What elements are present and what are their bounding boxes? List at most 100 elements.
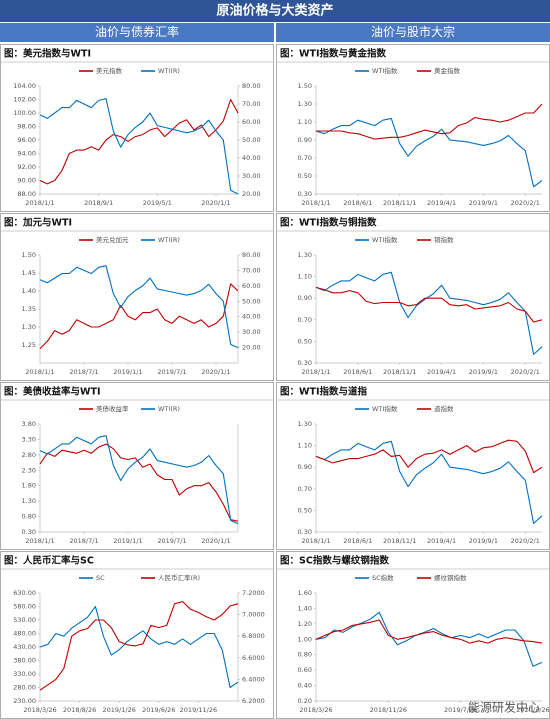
legend-label: 人民币汇率(R) (158, 573, 200, 582)
y-tick-label: 0.90 (298, 463, 312, 471)
y-tick-label: 102.00 (13, 96, 36, 104)
series-line (315, 619, 543, 644)
x-tick-label: 2018/7/1 (69, 537, 98, 545)
y2-tick-label: 80.00 (242, 251, 261, 259)
x-tick-label: 2018/8/26 (63, 706, 96, 714)
y-tick-label: 1.30 (298, 100, 312, 108)
y-tick-label: 0.70 (298, 485, 312, 493)
chart-title: 图：美元指数与WTI (4, 48, 91, 60)
x-tick-label: 2018/6/1 (343, 537, 372, 545)
y-tick-label: 1.10 (298, 273, 312, 281)
x-tick-label: 2018/1/1 (25, 368, 54, 376)
legend-label: WTI指数 (372, 404, 398, 413)
y-tick-label: 2.80 (22, 451, 36, 459)
series-line (315, 271, 543, 355)
legend-label: WTI(R) (158, 236, 180, 244)
x-tick-label: 2018/1/1 (301, 199, 330, 207)
y-tick-label: 1.50 (22, 251, 36, 259)
legend-label: 道指数 (434, 404, 454, 413)
y-tick-label: 0.30 (298, 528, 312, 536)
y-tick-label: 0.90 (298, 294, 312, 302)
y-tick-label: 430.00 (13, 643, 36, 651)
panel (276, 382, 550, 550)
x-tick-label: 2019/11/26 (180, 706, 217, 714)
x-tick-label: 2018/1/1 (301, 537, 330, 545)
series-line (316, 103, 543, 140)
y-tick-label: 0.50 (298, 172, 312, 180)
y-tick-label: 1.35 (22, 305, 36, 313)
y-tick-label: 88.00 (17, 190, 36, 198)
y-tick-label: 330.00 (13, 670, 36, 678)
x-tick-label: 2020/1/1 (201, 368, 230, 376)
legend-label: 美元指数 (96, 66, 123, 75)
y-tick-label: 280.00 (13, 684, 36, 692)
y2-tick-label: 20.00 (242, 344, 261, 352)
x-tick-label: 2019/9/1 (469, 368, 498, 376)
panel (0, 213, 274, 381)
y-tick-label: 1.30 (298, 420, 312, 428)
x-tick-label: 2018/11/1 (383, 199, 416, 207)
chart-title: 图：美债收益率与WTI (4, 386, 101, 398)
panel (276, 551, 550, 719)
y-tick-label: 1.10 (298, 442, 312, 450)
legend-label: 螺纹钢指数 (434, 573, 467, 582)
x-tick-label: 2018/1/1 (25, 199, 54, 207)
y2-tick-label: 6.4000 (242, 675, 265, 683)
x-tick-label: 2019/4/1 (427, 537, 456, 545)
x-tick-label: 2019/1/1 (113, 537, 142, 545)
legend-label: WTI指数 (372, 66, 398, 75)
y-tick-label: 1.50 (298, 82, 312, 90)
y2-tick-label: 7.2000 (242, 589, 265, 597)
y-tick-label: 0.70 (298, 316, 312, 324)
column-header (276, 23, 550, 42)
series-line (315, 611, 543, 667)
y-tick-label: 0.50 (298, 337, 312, 345)
chart-title: 图：WTI指数与道指 (280, 386, 367, 398)
y-tick-label: 3.30 (22, 435, 36, 443)
y-tick-label: 1.80 (22, 482, 36, 490)
series-line (315, 440, 543, 524)
y-tick-label: 1.10 (298, 118, 312, 126)
x-tick-label: 2019/9/1 (469, 199, 498, 207)
y-tick-label: 104.00 (13, 82, 36, 90)
column-title: 油价与股市大宗 (371, 24, 455, 39)
x-tick-label: 2018/3/26 (23, 706, 56, 714)
y2-tick-label: 20.00 (242, 190, 261, 198)
y-tick-label: 3.80 (22, 420, 36, 428)
title-bar (0, 0, 550, 22)
y-tick-label: 1.45 (22, 269, 36, 277)
y-tick-label: 1.40 (298, 604, 312, 612)
x-tick-label: 2018/7/1 (69, 368, 98, 376)
y2-tick-label: 30.00 (242, 172, 261, 180)
column-header (0, 23, 274, 42)
y-tick-label: 0.40 (298, 682, 312, 690)
y-tick-label: 1.30 (22, 323, 36, 331)
y-tick-label: 0.50 (298, 506, 312, 514)
x-tick-label: 2020/2/1 (511, 199, 540, 207)
x-tick-label: 2018/6/1 (343, 368, 372, 376)
y-tick-label: 2.30 (22, 466, 36, 474)
watermark: 能源研发中心 (468, 700, 540, 715)
y-tick-label: 94.00 (17, 150, 36, 158)
series-line (315, 439, 543, 474)
y2-tick-label: 60.00 (242, 118, 261, 126)
y-tick-label: 90.00 (17, 177, 36, 185)
y-tick-label: 1.25 (22, 341, 36, 349)
series-line (39, 443, 239, 522)
y-tick-label: 98.00 (17, 123, 36, 131)
x-tick-label: 2019/9/1 (469, 537, 498, 545)
panel (276, 44, 550, 212)
x-tick-label: 2019/4/1 (427, 199, 456, 207)
chart-title: 图：WTI指数与铜指数 (280, 217, 377, 229)
y2-tick-label: 70.00 (242, 100, 261, 108)
x-tick-label: 2018/6/1 (343, 199, 372, 207)
x-tick-label: 2018/11/1 (383, 537, 416, 545)
y-tick-label: 1.60 (298, 589, 312, 597)
page-title: 原油价格与大类资产 (216, 3, 333, 19)
legend-label: 美债收益率 (96, 404, 129, 413)
y2-tick-label: 40.00 (242, 313, 261, 321)
x-tick-label: 2018/3/26 (299, 706, 332, 714)
x-tick-label: 2020/1/1 (201, 537, 230, 545)
legend-label: WTI指数 (372, 235, 398, 244)
